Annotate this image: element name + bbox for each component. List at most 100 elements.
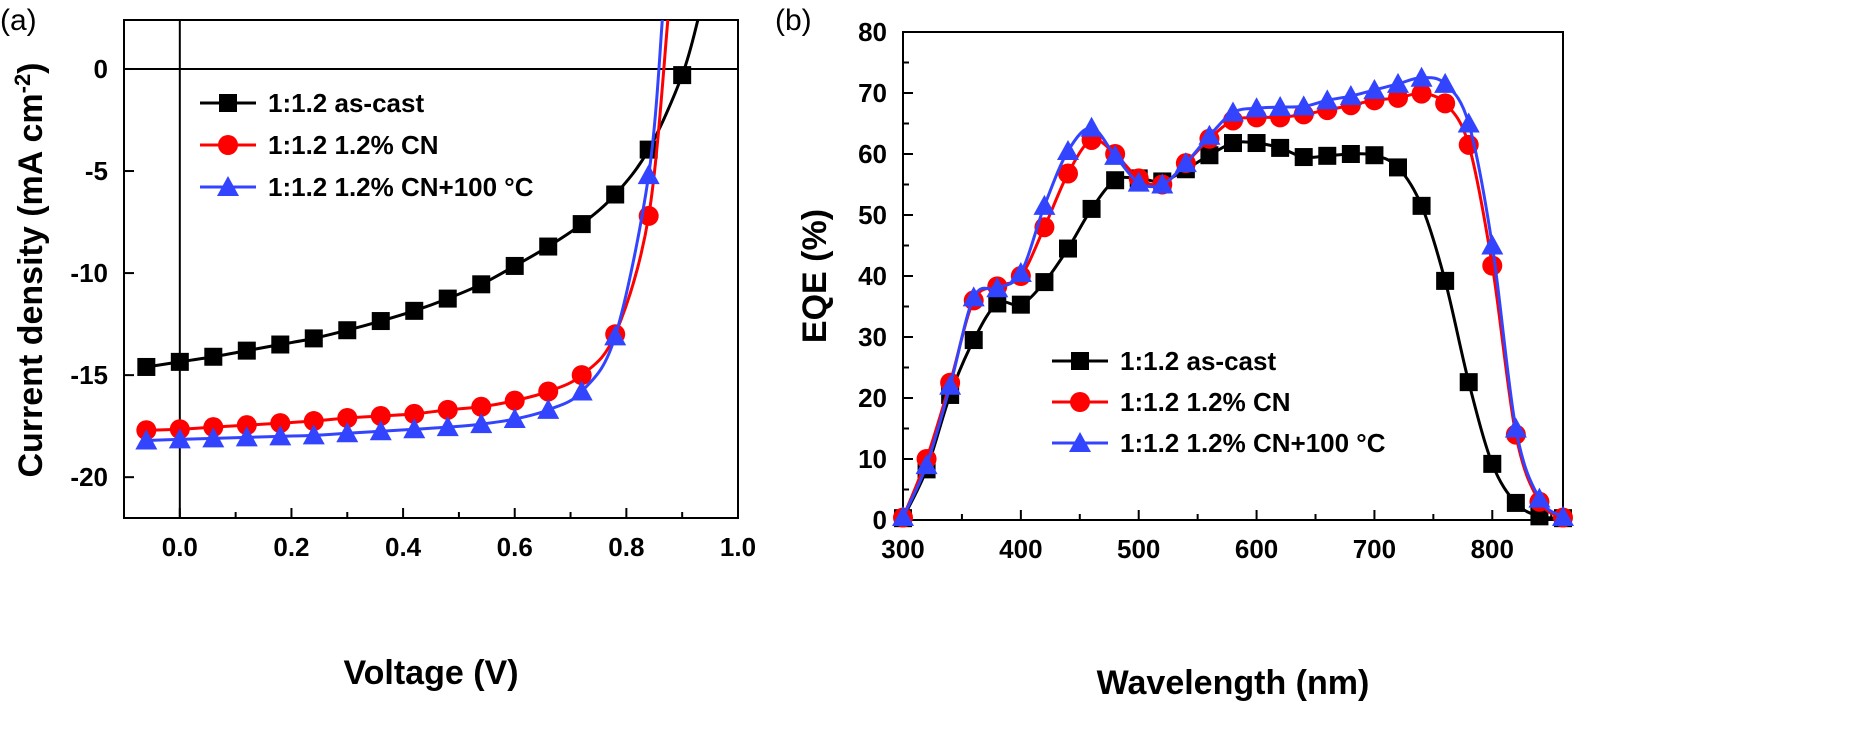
data-point xyxy=(371,312,390,331)
y-tick-label: 0 xyxy=(94,54,108,84)
panel-a-axis-ticks: 0.0 0.2 0.4 0.6 0.8 1.0 0 -5 -10 -15 -20 xyxy=(70,54,756,562)
data-point xyxy=(470,413,493,434)
data-point xyxy=(369,420,392,441)
data-point xyxy=(304,329,323,348)
data-point xyxy=(1271,138,1290,157)
x-tick-label: 600 xyxy=(1235,534,1278,564)
data-point xyxy=(405,301,424,320)
series-1-1-2-as-cast xyxy=(894,134,1572,528)
data-point xyxy=(1481,234,1504,255)
legend-marker xyxy=(1071,352,1089,370)
data-point xyxy=(302,424,325,445)
y-tick-label: 40 xyxy=(858,261,887,291)
data-point xyxy=(1341,145,1360,163)
data-point xyxy=(571,365,592,386)
data-point xyxy=(1269,96,1292,117)
x-tick-label: 400 xyxy=(999,534,1042,564)
y-tick-label: 20 xyxy=(858,383,887,413)
data-point xyxy=(337,407,358,428)
data-point xyxy=(1059,239,1077,258)
data-point xyxy=(170,352,189,371)
data-point xyxy=(1011,295,1030,314)
data-point xyxy=(604,325,627,346)
data-point xyxy=(1151,173,1174,194)
data-point xyxy=(437,399,458,420)
y-tick-label: 50 xyxy=(858,200,887,230)
data-point xyxy=(1504,417,1527,438)
legend-marker xyxy=(218,135,238,155)
data-point xyxy=(1033,194,1056,215)
data-point xyxy=(336,422,359,443)
data-point xyxy=(472,275,491,294)
legend-item-1-1-2-as-cast: 1:1.2 as-cast xyxy=(1052,346,1276,376)
panel-a-y-axis-title-superscript: -2 xyxy=(10,74,35,94)
data-point xyxy=(1339,85,1362,106)
y-tick-label: 30 xyxy=(858,322,887,352)
data-point xyxy=(504,390,525,411)
legend-marker xyxy=(1069,432,1091,452)
panel-a-y-axis-title: Current density (mA cm-2) xyxy=(10,62,50,477)
data-point xyxy=(1434,72,1457,93)
legend-marker xyxy=(219,94,237,112)
data-point xyxy=(537,398,560,419)
data-point xyxy=(673,66,692,85)
data-point xyxy=(135,429,158,450)
x-tick-label: 0.6 xyxy=(497,532,533,562)
x-tick-label: 0.2 xyxy=(273,532,309,562)
panel-a-jv-curves: (a) 0.0 0.2 0.4 0.6 0.8 1.0 0 -5 -10 -15 -20 Volta… xyxy=(0,4,756,692)
data-point xyxy=(915,454,938,475)
series-1-1-2-1-2-cn-100-c xyxy=(892,66,1574,526)
y-tick-label: 0 xyxy=(873,505,887,535)
x-tick-label: 0.0 xyxy=(162,532,198,562)
data-point xyxy=(1058,163,1078,184)
x-tick-label: 500 xyxy=(1117,534,1160,564)
panel-b-x-axis-title: Wavelength (nm) xyxy=(1097,664,1370,702)
data-point xyxy=(505,256,524,275)
data-point xyxy=(1080,116,1103,137)
data-point xyxy=(988,294,1007,313)
data-point xyxy=(1009,261,1032,282)
legend-label: 1:1.2 1.2% CN+100 °C xyxy=(268,172,534,202)
data-point xyxy=(338,321,357,340)
data-point xyxy=(539,237,558,256)
series-1-1-2-1-2-cn-100-c xyxy=(135,20,664,450)
panel-a-y-axis-title-end: ) xyxy=(12,62,50,73)
data-point xyxy=(1436,271,1455,290)
data-point xyxy=(1245,97,1268,118)
data-point xyxy=(471,396,492,417)
data-point xyxy=(1127,171,1150,192)
panel-b-legend: 1:1.2 as-cast 1:1.2 1.2% CN 1:1.2 1.2% CN+… xyxy=(1052,346,1386,458)
data-point xyxy=(962,286,985,307)
legend-label: 1:1.2 1.2% CN+100 °C xyxy=(1120,428,1386,458)
series-1-1-2-as-cast xyxy=(137,20,700,376)
data-point xyxy=(168,428,191,449)
data-point xyxy=(1316,89,1339,110)
legend-item-1-1-2-1-2-cn-100-c: 1:1.2 1.2% CN+100 °C xyxy=(200,172,534,202)
panel-b-y-axis-title: EQE (%) xyxy=(796,209,834,343)
data-point xyxy=(1082,199,1101,218)
legend-label: 1:1.2 as-cast xyxy=(268,88,424,118)
data-point xyxy=(1035,273,1054,292)
data-point xyxy=(1389,158,1407,177)
data-point xyxy=(204,347,223,366)
data-point xyxy=(1552,505,1574,526)
data-point xyxy=(1174,152,1197,173)
data-point xyxy=(438,289,457,308)
data-point xyxy=(202,427,225,448)
data-point xyxy=(1200,146,1219,165)
y-tick-label: 70 xyxy=(858,78,887,108)
legend-marker xyxy=(1070,392,1090,412)
data-point xyxy=(503,408,526,429)
data-point xyxy=(404,403,425,424)
panel-b-eqe-spectra: (b) 300 400 500 600 700 80001020304050607080 … xyxy=(775,4,1574,702)
data-point xyxy=(1457,112,1480,133)
panel-a-plot-frame xyxy=(123,19,739,519)
data-point xyxy=(403,418,426,439)
x-tick-label: 800 xyxy=(1471,534,1514,564)
y-tick-label: -10 xyxy=(70,258,108,288)
data-point xyxy=(137,357,156,376)
data-point xyxy=(269,425,292,446)
x-tick-label: 1.0 xyxy=(720,532,756,562)
data-point xyxy=(1294,148,1313,167)
